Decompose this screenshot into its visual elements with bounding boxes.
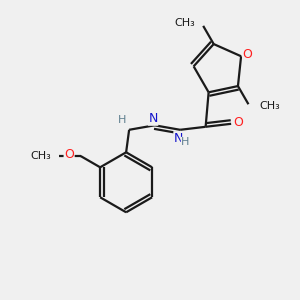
Text: O: O bbox=[233, 116, 243, 129]
Text: CH₃: CH₃ bbox=[259, 101, 280, 111]
Text: CH₃: CH₃ bbox=[30, 151, 51, 161]
Text: H: H bbox=[181, 137, 190, 147]
Text: CH₃: CH₃ bbox=[174, 19, 195, 28]
Text: N: N bbox=[148, 112, 158, 125]
Text: O: O bbox=[243, 48, 253, 61]
Text: N: N bbox=[174, 132, 183, 145]
Text: H: H bbox=[118, 115, 127, 125]
Text: O: O bbox=[64, 148, 74, 161]
